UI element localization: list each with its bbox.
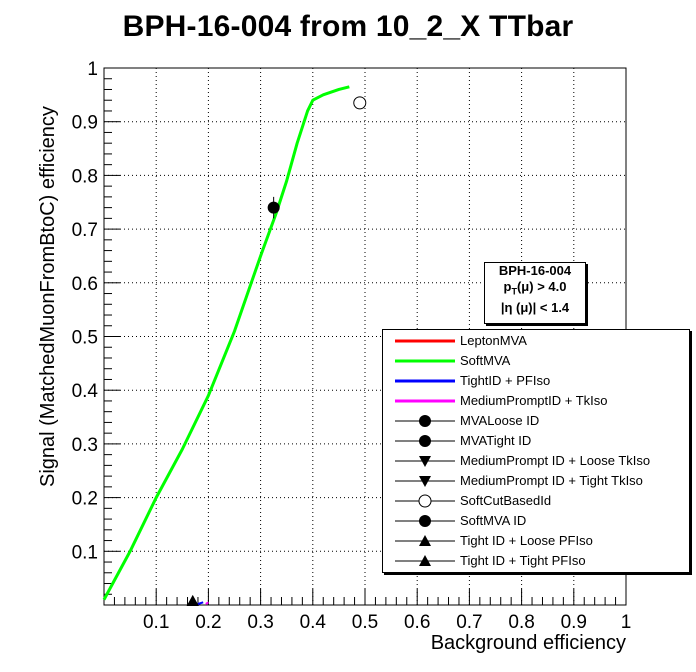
legend-symbol (395, 379, 455, 383)
series-markers (186, 96, 367, 606)
legend-item: MediumPromptID + TkIso (383, 391, 689, 411)
legend-marker-triangle-down-icon (419, 456, 431, 467)
x-tick-label: 0.5 (352, 612, 378, 633)
legend-symbol (395, 515, 455, 527)
cut-box-line-eta: |η (μ)| < 1.4 (500, 299, 570, 315)
x-axis-label: Background efficiency (431, 632, 626, 654)
cut-box-line-pt: pT(μ) > 4.0 (503, 279, 567, 297)
legend-symbol (395, 456, 455, 467)
x-tick-label: 0.9 (561, 612, 587, 633)
marker-tight-id-tight-pfiso (186, 595, 199, 606)
legend-item: LeptonMVA (383, 331, 689, 351)
legend-label: TightID + PFIso (460, 373, 551, 388)
y-tick-label: 0.7 (72, 220, 98, 241)
legend-item: MVATight ID (383, 431, 689, 451)
x-tick-label: 1 (621, 612, 632, 633)
legend-marker-triangle-up-icon (419, 535, 431, 546)
legend-label: MediumPromptID + TkIso (460, 393, 608, 408)
y-tick-label: 0.8 (72, 166, 98, 187)
series-line-softmva (102, 85, 350, 601)
legend-marker-circle-icon (419, 415, 431, 427)
series-fragment-mediumprompt-tkiso (205, 601, 209, 605)
legend-label: SoftMVA ID (460, 513, 527, 528)
legend-symbol (395, 535, 455, 546)
legend-marker-open-circle-icon (418, 494, 432, 508)
legend-symbol (395, 339, 455, 343)
legend-symbol (395, 415, 455, 427)
series-fragment-tightid-pfiso (197, 601, 204, 605)
legend-item: MVALoose ID (383, 411, 689, 431)
legend-item: SoftCutBasedId (383, 491, 689, 511)
legend-marker-circle-icon (419, 515, 431, 527)
legend-label: Tight ID + Tight PFIso (460, 553, 586, 568)
x-tick-label: 0.7 (456, 612, 482, 633)
axis-ticks: 0.1 0.2 0.3 0.4 0.5 0.6 0.7 0.8 0.9 1 0.1 0.2 0.3 0.4… (72, 59, 632, 633)
legend-label: SoftMVA (460, 353, 511, 368)
y-tick-label: 0.5 (72, 328, 98, 349)
y-axis-label: Signal (MatchedMuonFromBtoC) efficiency (37, 106, 59, 487)
y-tick-label: 0.3 (72, 435, 98, 456)
legend-item: SoftMVA ID (383, 511, 689, 531)
legend-item: TightID + PFIso (383, 371, 689, 391)
selection-cuts-box: BPH-16-004 pT(μ) > 4.0 |η (μ)| < 1.4 (484, 262, 586, 324)
legend-item: Tight ID + Tight PFIso (383, 551, 689, 571)
y-tick-label: 0.4 (72, 381, 99, 402)
cut-box-line-analysis: BPH-16-004 (498, 263, 572, 278)
legend-item: SoftMVA (383, 351, 689, 371)
x-tick-label: 0.4 (300, 612, 327, 633)
legend-item: MediumPrompt ID + Loose TkIso (383, 451, 689, 471)
legend-label: MediumPrompt ID + Tight TkIso (460, 473, 643, 488)
legend-label: LeptonMVA (460, 333, 527, 348)
legend-symbol (395, 359, 455, 363)
legend-symbol (395, 399, 455, 403)
legend-symbol (395, 476, 455, 487)
legend-item: MediumPrompt ID + Tight TkIso (383, 471, 689, 491)
x-tick-label: 0.2 (195, 612, 221, 633)
legend-symbol (395, 435, 455, 447)
legend-symbol (395, 494, 455, 508)
legend-item: Tight ID + Loose PFIso (383, 531, 689, 551)
x-tick-label: 0.3 (247, 612, 273, 633)
y-tick-label: 0.2 (72, 489, 98, 510)
legend: LeptonMVA SoftMVA TightID + PFIso MediumPro… (382, 329, 690, 573)
legend-marker-triangle-down-icon (419, 476, 431, 487)
legend-label: MVALoose ID (460, 413, 540, 428)
legend-label: MVATight ID (460, 433, 532, 448)
x-tick-label: 0.8 (508, 612, 534, 633)
y-tick-label: 0.1 (72, 542, 98, 563)
legend-label: SoftCutBasedId (460, 493, 552, 508)
chart-title: BPH-16-004 from 10_2_X TTbar (122, 10, 574, 43)
y-tick-label: 0.9 (72, 113, 98, 134)
marker-softcutbasedid (353, 96, 367, 110)
legend-label: MediumPrompt ID + Loose TkIso (460, 453, 651, 468)
y-tick-label: 0.6 (72, 274, 98, 295)
x-tick-label: 0.1 (143, 612, 169, 633)
y-tick-label: 1 (87, 59, 98, 80)
legend-marker-circle-icon (419, 435, 431, 447)
legend-marker-triangle-up-icon (419, 555, 431, 566)
legend-label: Tight ID + Loose PFIso (460, 533, 593, 548)
legend-symbol (395, 555, 455, 566)
marker-softmva-id (267, 201, 280, 214)
x-tick-label: 0.6 (404, 612, 430, 633)
